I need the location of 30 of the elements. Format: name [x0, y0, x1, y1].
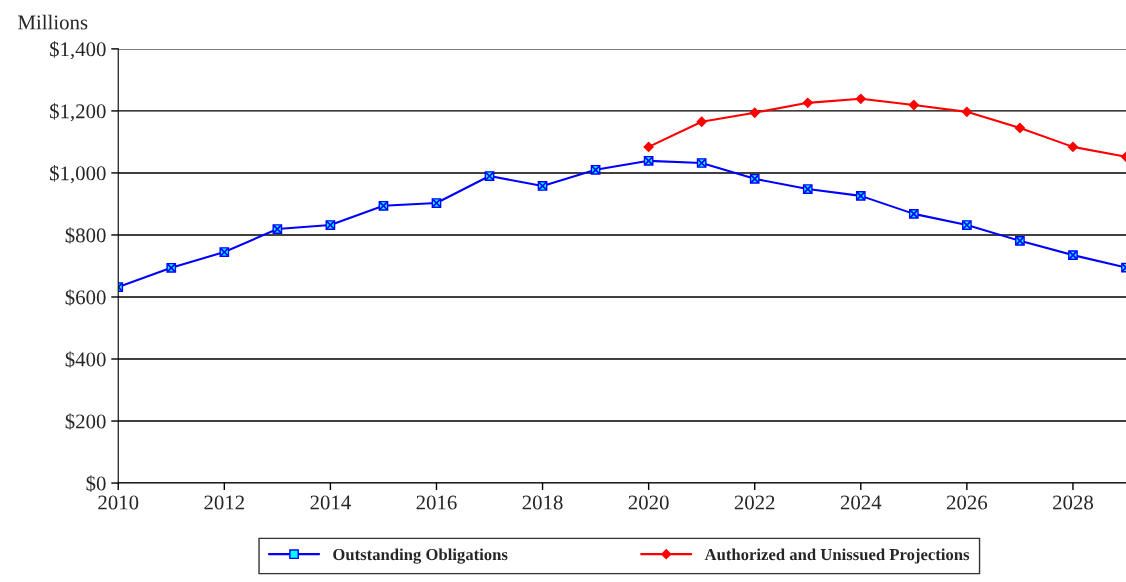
x-tick-label: 2024	[840, 495, 882, 510]
x-tick-label: 2016	[416, 495, 457, 510]
legend-label: Outstanding Obligations	[333, 548, 508, 564]
point	[1067, 141, 1079, 153]
y-tick-label: $800	[65, 227, 106, 244]
x-tick-label: 2010	[98, 495, 139, 510]
y-tick-label: $600	[65, 289, 106, 306]
point	[696, 116, 707, 127]
x-tick-label: 2026	[946, 495, 988, 510]
y-tick-label: $400	[65, 351, 106, 368]
x-tick-label: 2022	[734, 495, 775, 510]
x-tick-label: 2018	[522, 495, 563, 510]
point	[1014, 122, 1026, 134]
y-axis-title: Millions	[18, 14, 88, 30]
x-tick-label: 2014	[310, 495, 351, 510]
y-tick-label: $200	[65, 413, 106, 430]
point	[802, 97, 813, 108]
x-tick-label: 2028	[1053, 495, 1093, 510]
point	[749, 107, 760, 118]
point	[643, 141, 654, 153]
legend-label: Authorized and Unissued Projections	[704, 548, 970, 564]
y-tick-label: $0	[86, 475, 106, 492]
x-tick-label: 2020	[628, 495, 669, 510]
y-tick-label: $1,400	[50, 41, 106, 60]
y-tick-label: $1,200	[50, 103, 106, 122]
point	[855, 93, 866, 104]
y-tick-label: $1,000	[50, 165, 106, 184]
point	[961, 106, 972, 117]
point	[908, 99, 919, 111]
x-tick-label: 2012	[204, 495, 244, 510]
